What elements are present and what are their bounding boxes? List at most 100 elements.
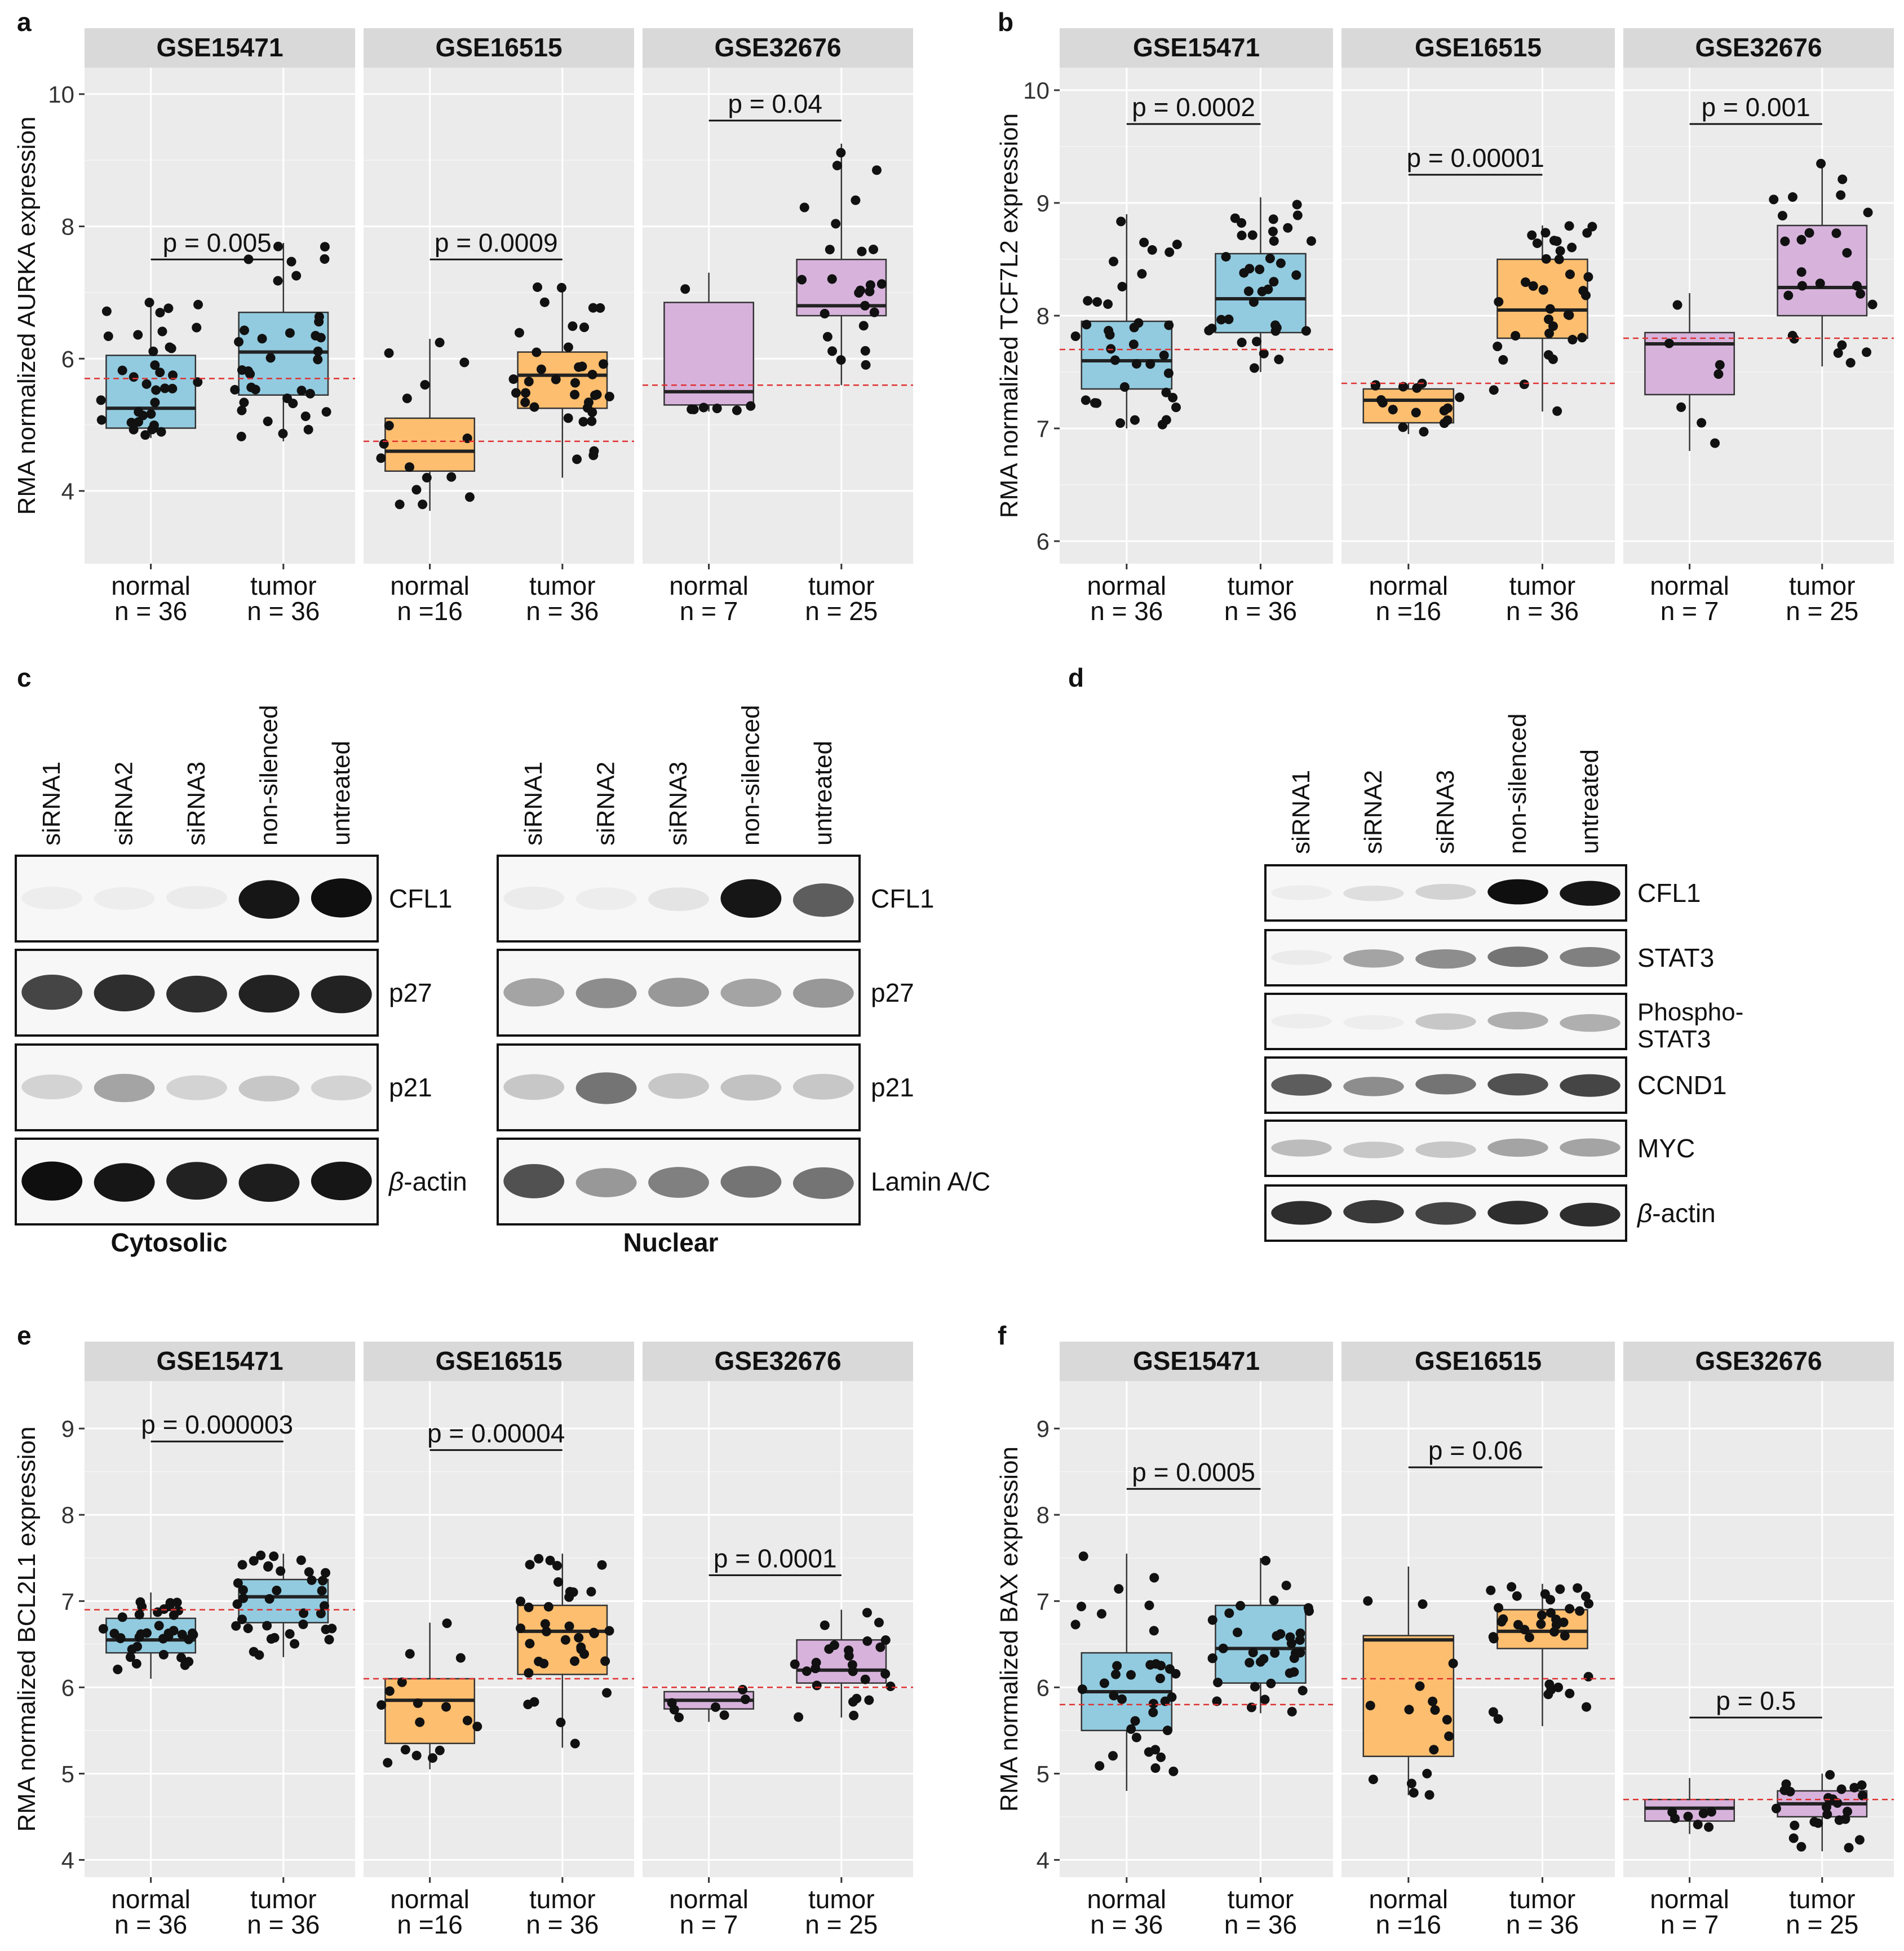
data-point — [598, 359, 608, 369]
data-point — [1715, 360, 1725, 370]
facet-title: GSE16515 — [1415, 33, 1542, 62]
data-point — [1587, 222, 1597, 232]
x-group-label: normal — [111, 1884, 191, 1914]
data-point — [587, 416, 597, 426]
data-point — [239, 325, 249, 335]
panel-f: f RMA normalized BAX expression 4 5 6 7 8 9 GSE1… — [995, 1321, 1894, 1939]
data-point — [1110, 1669, 1121, 1679]
data-point — [1825, 1769, 1835, 1780]
data-point — [318, 1576, 328, 1586]
data-point — [534, 1554, 544, 1564]
facet-title: GSE15471 — [1133, 1346, 1260, 1375]
data-point — [674, 1713, 684, 1723]
data-point — [158, 1649, 169, 1660]
data-point — [1139, 237, 1149, 247]
blot-row-label: β-actin — [388, 1167, 467, 1196]
facet-strip — [364, 28, 634, 68]
data-point — [1245, 1657, 1255, 1667]
data-point — [129, 372, 139, 382]
blot-band — [792, 978, 854, 1008]
data-point — [1498, 355, 1508, 365]
data-point — [1544, 314, 1554, 324]
facet-title: GSE16515 — [435, 33, 562, 62]
lane-label: non-silenced — [255, 705, 282, 846]
data-point — [587, 407, 597, 417]
data-point — [875, 1642, 885, 1652]
blot-band — [1560, 1202, 1620, 1227]
y-tick-label: 6 — [1037, 528, 1050, 555]
data-point — [556, 282, 566, 293]
p-value-label: p = 0.0002 — [1132, 92, 1255, 122]
data-point — [1404, 1705, 1414, 1715]
data-point — [520, 397, 530, 408]
panel-c: c siRNA1 siRNA2 siRNA3 non-silenced untreated… — [15, 663, 990, 1257]
data-point — [1159, 350, 1169, 360]
data-point — [602, 1688, 612, 1698]
data-point — [193, 377, 203, 387]
data-point — [520, 388, 530, 398]
data-point — [1160, 1696, 1170, 1706]
box-tumor — [1496, 258, 1588, 339]
data-point — [1512, 1591, 1522, 1601]
data-point — [291, 271, 302, 281]
data-point — [832, 161, 842, 171]
data-point — [680, 284, 690, 294]
data-point — [109, 1629, 119, 1639]
data-point — [710, 1702, 720, 1712]
lane-label: untreated — [1576, 749, 1604, 854]
data-point — [586, 1587, 596, 1597]
data-point — [1543, 1689, 1553, 1700]
panel-label-b: b — [998, 7, 1013, 37]
data-point — [1581, 290, 1591, 300]
x-group-label: normal — [669, 1884, 749, 1914]
data-point — [869, 307, 879, 317]
data-point — [1836, 190, 1846, 200]
data-point — [533, 282, 543, 292]
data-point — [1243, 286, 1254, 297]
blot-band — [1271, 950, 1332, 965]
data-point — [231, 1621, 241, 1631]
data-point — [1232, 1627, 1242, 1638]
data-point — [101, 306, 112, 316]
data-point — [1528, 281, 1538, 291]
blot-row-label: CFL1 — [871, 884, 934, 913]
data-point — [418, 499, 428, 510]
facet-title: GSE32676 — [1695, 33, 1822, 62]
data-point — [738, 1684, 748, 1695]
data-point — [1164, 320, 1174, 330]
data-point — [411, 1750, 422, 1760]
data-point — [1099, 1678, 1109, 1688]
x-group-label: tumor — [250, 571, 317, 600]
data-point — [1852, 281, 1862, 291]
data-point — [536, 364, 546, 374]
x-n-label: n = 36 — [247, 596, 320, 626]
data-point — [545, 1555, 555, 1565]
data-point — [404, 462, 414, 472]
data-point — [570, 378, 580, 388]
data-point — [1218, 1643, 1228, 1653]
y-tick-label: 4 — [61, 1847, 74, 1873]
data-point — [1131, 1732, 1141, 1742]
data-point — [1295, 1635, 1305, 1645]
data-point — [1070, 1620, 1081, 1630]
data-point — [1568, 335, 1578, 345]
x-group-label: normal — [669, 571, 749, 600]
data-point — [273, 241, 284, 251]
data-point — [1521, 277, 1531, 287]
data-point — [154, 1621, 164, 1631]
data-point — [790, 1659, 800, 1669]
lane-label: siRNA1 — [38, 762, 65, 846]
data-point — [141, 1628, 152, 1638]
data-point — [1070, 331, 1081, 341]
x-n-label: n =16 — [397, 1910, 462, 1939]
data-point — [590, 390, 600, 400]
data-point — [1406, 1779, 1416, 1789]
x-group-label: normal — [111, 571, 191, 600]
data-point — [1667, 1807, 1677, 1817]
data-point — [167, 383, 178, 393]
data-point — [379, 439, 389, 449]
y-tick-label: 6 — [61, 346, 74, 372]
data-point — [1112, 1661, 1122, 1671]
data-point — [1821, 1802, 1831, 1812]
data-point — [237, 405, 247, 415]
